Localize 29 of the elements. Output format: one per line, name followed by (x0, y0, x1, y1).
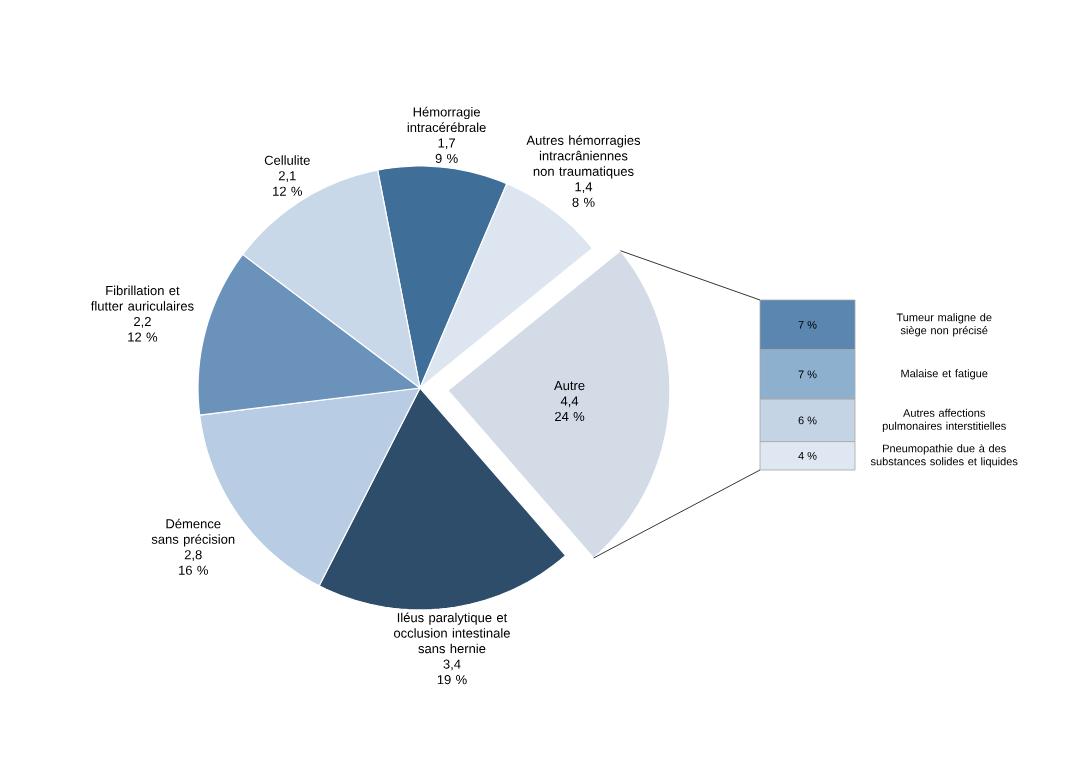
slice-label: Iléus paralytique et occlusion intestinale sans hernie (393, 612, 510, 654)
text: 19 % (437, 675, 467, 685)
data-label: 2,2 (134, 316, 151, 328)
text: 24 % (555, 411, 585, 422)
data-label: 2,1 (278, 171, 296, 182)
text: Autres affections pulmonaires interstitielles (882, 408, 1006, 433)
data-label: 3,4 (443, 659, 461, 671)
data-label: 4 % (798, 451, 817, 460)
data-label: 7 % (798, 320, 817, 329)
data-label: 1,7 (438, 138, 455, 150)
slice-label: Hémorragie intracérébrale (407, 106, 486, 133)
text: 8 % (572, 197, 595, 207)
data-label: 7 % (798, 370, 817, 379)
text: 9 % (435, 153, 458, 164)
text: 12 % (128, 332, 158, 342)
slice-label: Autres hémorragies intracrâniennes non traumatiques (526, 135, 641, 179)
slice-label: Démence sans précision (151, 518, 235, 547)
series-label: Pneumopathie due à des substances solides et liquides (870, 444, 1018, 468)
data-label: 1,4 (575, 182, 593, 193)
data-label: 2,8 (184, 550, 202, 561)
slice-label: Autre (554, 381, 585, 391)
data-label: 6 % (798, 416, 817, 425)
text: Malaise et fatigue (901, 369, 988, 380)
slice-label: Fibrillation et flutter auriculaires (90, 285, 194, 311)
text: 16 % (179, 565, 208, 575)
slice-label: Cellulite (264, 155, 310, 165)
data-label: 4,4 (560, 396, 579, 408)
text: Tumeur maligne de siège non précisé (896, 313, 992, 337)
text: 12 % (273, 186, 302, 196)
